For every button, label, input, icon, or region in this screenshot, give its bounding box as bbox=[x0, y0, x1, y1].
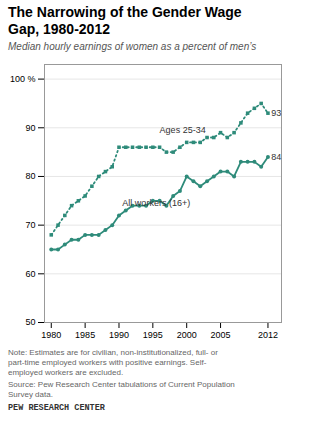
svg-text:90: 90 bbox=[25, 122, 35, 132]
svg-text:1995: 1995 bbox=[143, 329, 163, 339]
svg-text:1990: 1990 bbox=[109, 329, 129, 339]
svg-text:93: 93 bbox=[271, 108, 281, 118]
svg-text:2005: 2005 bbox=[211, 329, 231, 339]
html-text:Source: Pew Research Center ta: Source: Pew Research Center tabulations … bbox=[8, 379, 235, 399]
svg-text:2000: 2000 bbox=[177, 329, 197, 339]
svg-text:80: 80 bbox=[25, 171, 35, 181]
svg-text:1985: 1985 bbox=[75, 329, 95, 339]
html-text:Note: Estimates are for civili: Note: Estimates are for civilian, non-in… bbox=[8, 347, 218, 377]
svg-text:50: 50 bbox=[25, 317, 35, 327]
svg-text:1980: 1980 bbox=[41, 329, 61, 339]
svg-text:100 %: 100 % bbox=[10, 74, 36, 84]
svg-text:70: 70 bbox=[25, 220, 35, 230]
html-text:PEW RESEARCH CENTER: PEW RESEARCH CENTER bbox=[8, 402, 105, 413]
svg-text:Ages 25-34: Ages 25-34 bbox=[160, 125, 206, 135]
html-text:The Narrowing of the Gender Wa: The Narrowing of the Gender Wage Gap, 19… bbox=[8, 4, 242, 37]
svg-text:84: 84 bbox=[271, 151, 281, 161]
svg-text:2012: 2012 bbox=[258, 329, 278, 339]
html-text:Median hourly earnings of wome: Median hourly earnings of women as a per… bbox=[8, 40, 257, 52]
svg-text:60: 60 bbox=[25, 268, 35, 278]
svg-text:All workers (16+): All workers (16+) bbox=[122, 198, 190, 208]
